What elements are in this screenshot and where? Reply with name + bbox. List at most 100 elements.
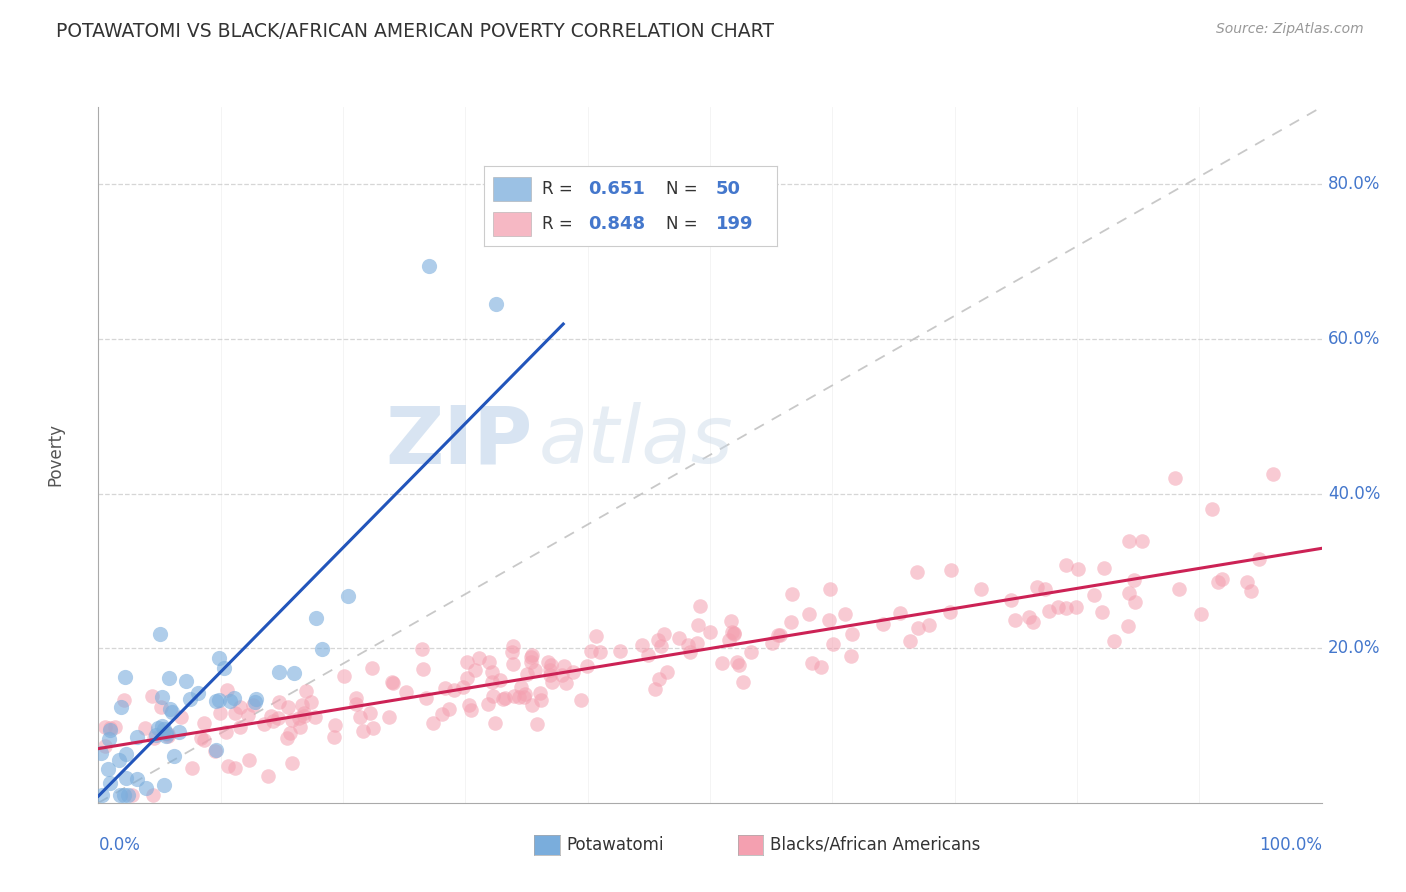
Point [267,711,290,725]
Point [1189,607,1212,621]
Point [689,599,711,613]
Point [538,663,561,677]
Text: Poverty: Poverty [46,424,65,486]
Point [434,681,457,695]
Point [181,761,204,775]
Text: 50: 50 [716,180,741,198]
Point [481,689,503,703]
Point [224,706,246,720]
Point [443,682,465,697]
Text: Blacks/African Americans: Blacks/African Americans [770,836,981,854]
Text: 0.0%: 0.0% [98,836,141,855]
Point [112,692,135,706]
Point [678,645,700,659]
Point [260,709,283,723]
Point [108,752,131,766]
Point [169,725,191,739]
Point [579,643,602,657]
Point [160,706,183,720]
Point [460,703,482,717]
Point [208,706,231,720]
Point [464,664,486,678]
Point [1211,573,1233,587]
Point [145,728,167,742]
Point [208,693,231,707]
Point [115,771,138,785]
Point [551,668,574,682]
Point [238,753,260,767]
Point [485,297,508,311]
Point [156,729,179,743]
Point [344,691,367,706]
Point [242,698,264,712]
Point [269,694,291,708]
Point [323,718,346,732]
Text: 20.0%: 20.0% [1327,640,1381,657]
Point [439,701,461,715]
Point [1168,582,1191,596]
Point [217,759,239,773]
Point [98,721,121,735]
Point [456,656,478,670]
Text: 0.848: 0.848 [588,215,645,233]
Point [834,607,856,621]
Point [1004,614,1026,628]
Point [818,582,841,597]
Text: ZIP: ZIP [385,402,533,480]
Point [150,719,173,733]
Point [1066,562,1088,576]
Point [652,627,675,641]
Point [243,695,266,709]
Point [1118,585,1140,599]
Point [585,629,607,643]
Point [938,605,960,619]
Point [361,721,384,735]
Point [609,644,631,658]
Point [676,638,699,652]
Text: 60.0%: 60.0% [1327,330,1381,348]
Point [344,697,367,711]
Point [148,627,170,641]
Point [411,642,433,657]
Point [277,700,299,714]
Point [1123,573,1146,587]
Point [1026,580,1049,594]
Point [418,259,440,273]
Point [1130,534,1153,549]
Point [152,723,174,737]
Point [530,693,553,707]
Point [207,650,229,665]
Point [1022,615,1045,629]
Point [121,788,143,802]
Point [1261,467,1284,482]
Point [540,674,562,689]
Point [432,707,454,722]
Point [538,668,561,682]
Point [224,761,246,775]
Point [491,692,513,706]
Point [157,726,180,740]
Text: 40.0%: 40.0% [1327,484,1381,502]
Point [125,772,148,786]
Point [481,665,503,679]
Point [872,617,894,632]
Point [711,657,734,671]
Point [637,648,659,662]
Point [508,690,530,704]
Point [668,631,690,645]
Point [218,694,240,708]
Point [110,700,132,714]
Point [484,716,506,731]
Point [412,662,434,676]
Point [1038,604,1060,618]
Point [502,657,524,671]
Point [170,710,193,724]
Point [153,778,176,792]
Point [780,615,803,630]
Point [91,788,114,802]
Point [292,706,315,720]
Point [159,702,181,716]
Point [1164,471,1187,485]
Point [515,687,537,701]
Point [1064,599,1087,614]
